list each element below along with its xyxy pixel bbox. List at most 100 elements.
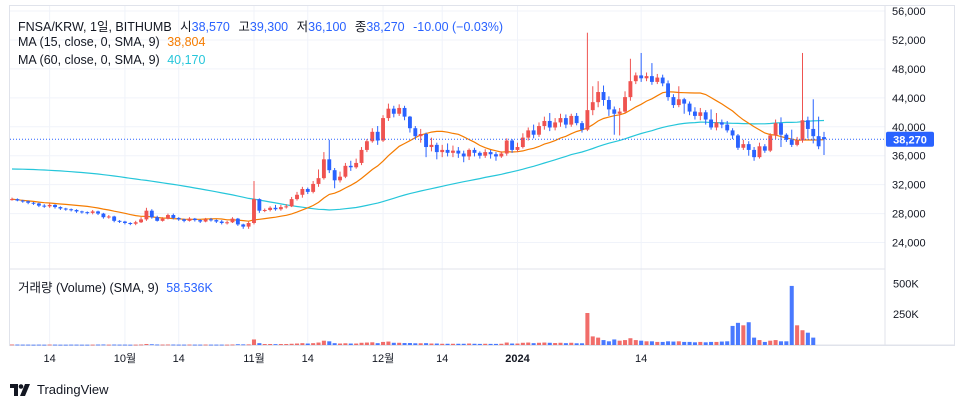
volume-bar — [332, 343, 337, 345]
candle-body — [166, 215, 170, 219]
volume-bar — [79, 344, 84, 346]
candle-body — [273, 207, 278, 210]
low-label: 저 — [296, 20, 309, 34]
volume-bar — [311, 343, 316, 345]
volume-bar — [375, 343, 380, 345]
candle-body — [262, 209, 267, 211]
candle-body — [300, 188, 305, 195]
candle — [69, 208, 74, 212]
candle — [364, 139, 369, 153]
candle-body — [20, 200, 25, 202]
candle-body — [606, 99, 611, 110]
candle — [574, 113, 579, 126]
candle-body — [472, 149, 477, 153]
candle-body — [139, 219, 143, 223]
candle — [467, 148, 472, 161]
volume-bar — [596, 337, 601, 345]
candle-body — [203, 219, 208, 222]
tradingview-logo[interactable]: TradingView — [10, 382, 109, 397]
volume-bar — [26, 344, 31, 346]
candle — [47, 203, 52, 208]
volume-bar — [386, 341, 391, 345]
candle — [725, 120, 730, 133]
candle-body — [574, 115, 579, 124]
candle-body — [257, 199, 262, 211]
candle-body — [101, 213, 106, 218]
candle — [585, 32, 590, 132]
candle — [225, 220, 230, 225]
ma60-legend[interactable]: MA (60, close, 0, SMA, 9) 40,170 — [18, 53, 205, 67]
candle-body — [418, 134, 423, 137]
candle-body — [397, 107, 402, 114]
candle-body — [219, 221, 224, 223]
candle — [698, 107, 703, 121]
volume-bar — [762, 341, 767, 345]
price-tick-label: 48,000 — [892, 64, 926, 76]
candle-body — [198, 220, 203, 222]
candle-body — [321, 159, 326, 179]
candle-body — [348, 165, 353, 168]
candle — [520, 133, 525, 149]
low-value: 36,100 — [308, 20, 347, 34]
candle — [746, 141, 751, 156]
volume-bar — [445, 343, 450, 345]
volume-bar — [698, 341, 703, 345]
volume-bar — [139, 344, 144, 346]
volume-bar — [784, 341, 789, 345]
candle-body — [182, 219, 187, 221]
volume-bar — [112, 344, 117, 346]
volume-bar — [574, 343, 579, 345]
volume-bar — [187, 344, 192, 346]
candle — [252, 181, 256, 225]
candle — [122, 220, 127, 225]
candle-body — [757, 146, 762, 158]
candle-body — [359, 149, 364, 163]
candle — [623, 91, 627, 114]
candle-body — [407, 116, 412, 129]
candle-body — [171, 215, 176, 218]
candle — [510, 139, 515, 153]
candle — [10, 197, 14, 201]
candle-body — [53, 204, 57, 208]
candle — [305, 187, 310, 195]
candle-body — [526, 130, 531, 138]
candle-body — [445, 149, 450, 153]
candle-body — [90, 211, 95, 213]
candle-body — [26, 201, 31, 203]
volume-bar — [251, 339, 257, 345]
candle-body — [805, 120, 810, 129]
candle — [166, 213, 170, 220]
ma60-line — [11, 119, 825, 211]
volume-bar — [90, 344, 95, 346]
volume-bar — [391, 342, 396, 345]
candle — [542, 116, 547, 130]
volume-bar — [741, 325, 746, 345]
volume-label: 거래량 (Volume) (SMA, 9) — [18, 281, 159, 295]
volume-legend[interactable]: 거래량 (Volume) (SMA, 9) 58.536K — [18, 277, 213, 296]
symbol-title[interactable]: FNSA/KRW, 1일, BITHUMB — [18, 20, 172, 34]
volume-bar — [165, 344, 170, 346]
symbol-legend: FNSA/KRW, 1일, BITHUMB 시38,570 고39,300 저3… — [18, 16, 503, 35]
volume-bar — [176, 344, 181, 346]
price-tick-label: 28,000 — [892, 209, 926, 221]
candle — [617, 107, 622, 136]
candle — [214, 219, 219, 223]
volume-bar — [246, 344, 251, 346]
time-tick-label: 10월 — [114, 352, 136, 365]
candle-body — [74, 209, 79, 212]
volume-bar — [553, 343, 558, 345]
candle — [354, 158, 359, 169]
volume-bar — [192, 344, 197, 346]
candle — [278, 204, 283, 211]
volume-bar — [773, 340, 778, 345]
candle-body — [477, 152, 482, 156]
candle — [36, 202, 41, 208]
volume-bar — [106, 344, 111, 346]
volume-bar — [644, 341, 649, 345]
price-tick-label: 56,000 — [892, 6, 926, 18]
candle-body — [354, 162, 359, 168]
candle — [709, 109, 714, 130]
candle-body — [338, 176, 342, 181]
ma15-legend[interactable]: MA (15, close, 0, SMA, 9) 38,804 — [18, 35, 205, 49]
